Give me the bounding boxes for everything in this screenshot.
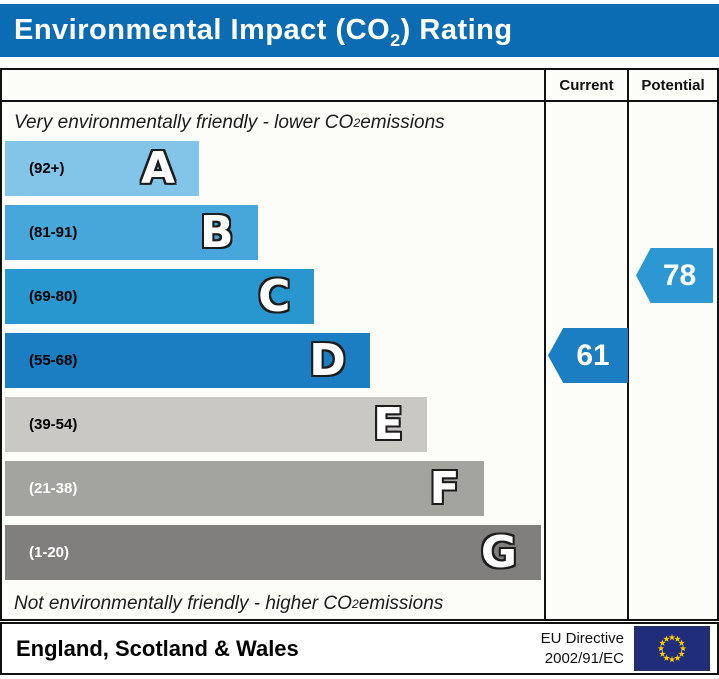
chart-title-bar: Environmental Impact (CO2) Rating [0, 4, 719, 57]
rating-scale-column: Very environmentally friendly - lower CO… [2, 102, 544, 619]
band-b-range: (81-91) [29, 224, 78, 241]
band-e-letter: E [373, 399, 404, 450]
band-c-range: (69-80) [29, 288, 78, 305]
band-a-range: (92+) [29, 160, 65, 177]
current-rating-arrow: 61 [548, 328, 628, 383]
band-g-letter: G [480, 527, 518, 578]
eu-directive-label: EU Directive 2002/91/EC [540, 630, 624, 667]
eu-flag-icon [634, 626, 710, 671]
current-rating-value: 61 [576, 338, 610, 372]
potential-rating-value: 78 [662, 258, 697, 292]
band-a-letter: A [140, 143, 176, 194]
band-b-letter: B [200, 207, 234, 258]
band-c-letter: C [258, 271, 291, 322]
scale-header-spacer [2, 70, 544, 102]
band-b: (81-91) B [5, 205, 258, 260]
current-column-header: Current [544, 70, 629, 102]
band-e-range: (39-54) [29, 416, 78, 433]
rating-bands: (92+) A (81-91) B (69-80) C (55-68) D (3… [2, 141, 544, 580]
band-d-range: (55-68) [29, 352, 78, 369]
potential-column: 78 [629, 102, 717, 619]
band-g-range: (1-20) [29, 544, 70, 561]
footer: England, Scotland & Wales EU Directive 2… [0, 622, 719, 675]
band-f-letter: F [429, 463, 460, 514]
band-a: (92+) A [5, 141, 200, 196]
bottom-scale-note: Not environmentally friendly - higher CO… [14, 593, 444, 614]
band-g: (1-20) G [5, 525, 542, 580]
current-column: 61 [544, 102, 629, 619]
top-scale-note: Very environmentally friendly - lower CO… [14, 112, 445, 133]
region-label: England, Scotland & Wales [16, 635, 299, 661]
potential-rating-arrow: 78 [636, 248, 713, 303]
band-c: (69-80) C [5, 269, 315, 324]
band-f-range: (21-38) [29, 480, 78, 497]
band-e: (39-54) E [5, 397, 428, 452]
band-d: (55-68) D [5, 333, 370, 388]
band-f: (21-38) F [5, 461, 484, 516]
potential-column-header: Potential [629, 70, 717, 102]
band-d-letter: D [309, 335, 346, 386]
chart-title: Environmental Impact (CO2) Rating [14, 14, 513, 50]
epc-chart: Current Potential Very environmentally f… [0, 68, 719, 621]
